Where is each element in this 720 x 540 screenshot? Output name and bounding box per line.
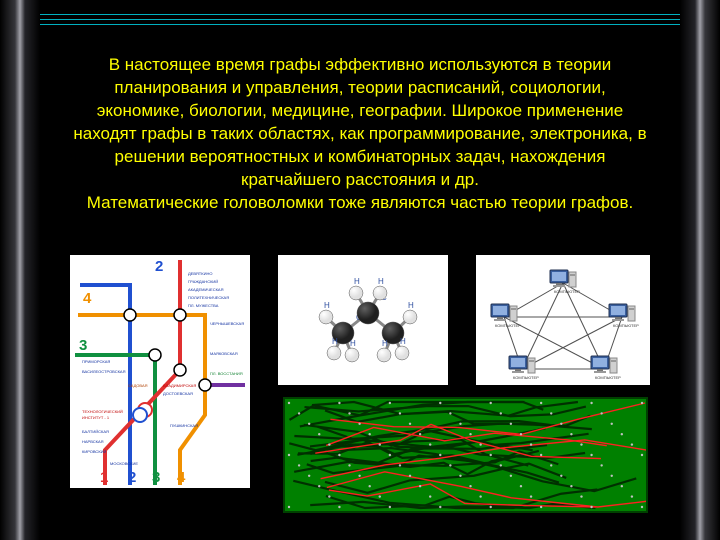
svg-text:ПЛ. ВОССТАНИЯ: ПЛ. ВОССТАНИЯ <box>210 371 243 376</box>
svg-text:H: H <box>408 301 414 310</box>
svg-text:ДЕВЯТКИНО: ДЕВЯТКИНО <box>188 271 212 276</box>
decorative-top-lines <box>40 14 680 28</box>
image-network: КОМПЬЮТЕР КОМПЬЮТЕР КОМПЬЮТЕР КОМПЬЮТЕР КОМП… <box>476 255 650 385</box>
svg-text:МАЯКОВСКАЯ: МАЯКОВСКАЯ <box>210 351 238 356</box>
svg-text:АКАДЕМИЧЕСКАЯ: АКАДЕМИЧЕСКАЯ <box>188 287 224 292</box>
svg-text:ПЛ. МУЖЕСТВА: ПЛ. МУЖЕСТВА <box>188 303 219 308</box>
svg-text:ДОСТОЕВСКАЯ: ДОСТОЕВСКАЯ <box>163 391 193 396</box>
svg-text:3: 3 <box>79 337 87 354</box>
svg-text:ИНСТИТУТ - 1: ИНСТИТУТ - 1 <box>82 415 110 420</box>
body-text: В настоящее время графы эффективно испол… <box>70 36 650 215</box>
svg-text:H: H <box>354 277 360 286</box>
body-text-content: В настоящее время графы эффективно испол… <box>73 55 646 212</box>
svg-text:КОМПЬЮТЕР: КОМПЬЮТЕР <box>595 375 621 380</box>
svg-text:ПРИМОРСКАЯ: ПРИМОРСКАЯ <box>82 359 110 364</box>
svg-text:ПОЛИТЕХНИЧЕСКАЯ: ПОЛИТЕХНИЧЕСКАЯ <box>188 295 229 300</box>
svg-text:2: 2 <box>128 469 136 486</box>
svg-text:4: 4 <box>177 469 186 486</box>
svg-text:H: H <box>324 301 330 310</box>
svg-text:H: H <box>400 337 406 346</box>
svg-text:H: H <box>332 337 338 346</box>
svg-text:МОСКОВСКИЕ: МОСКОВСКИЕ <box>110 461 138 466</box>
image-pcb <box>283 397 648 513</box>
svg-text:НАРВСКАЯ: НАРВСКАЯ <box>82 439 104 444</box>
svg-text:3: 3 <box>152 469 160 486</box>
svg-text:ТЕХНОЛОГИЧЕСКИЙ: ТЕХНОЛОГИЧЕСКИЙ <box>82 409 123 414</box>
svg-text:4: 4 <box>83 290 92 307</box>
svg-text:ВАСИЛЕОСТРОВСКАЯ: ВАСИЛЕОСТРОВСКАЯ <box>82 369 126 374</box>
svg-text:ПУШКИНСКАЯ: ПУШКИНСКАЯ <box>170 423 198 428</box>
svg-text:КОМПЬЮТЕР: КОМПЬЮТЕР <box>495 323 521 328</box>
svg-text:ВЛАДИМИРСКАЯ: ВЛАДИМИРСКАЯ <box>163 383 196 388</box>
svg-text:H: H <box>382 339 388 348</box>
image-molecule: CCCHHHHHHHH <box>278 255 448 385</box>
svg-text:САДОВАЯ: САДОВАЯ <box>128 383 148 388</box>
svg-text:КИРОВСКИЙ: КИРОВСКИЙ <box>82 449 107 454</box>
svg-text:H: H <box>378 277 384 286</box>
svg-text:КОМПЬЮТЕР: КОМПЬЮТЕР <box>613 323 639 328</box>
svg-text:2: 2 <box>155 258 163 275</box>
svg-text:ЧЕРНЫШЕВСКАЯ: ЧЕРНЫШЕВСКАЯ <box>210 321 244 326</box>
svg-text:КОМПЬЮТЕР: КОМПЬЮТЕР <box>513 375 539 380</box>
svg-text:КОМПЬЮТЕР: КОМПЬЮТЕР <box>554 289 580 294</box>
svg-text:БАЛТИЙСКАЯ: БАЛТИЙСКАЯ <box>82 429 109 434</box>
svg-text:ГРАЖДАНСКИЙ: ГРАЖДАНСКИЙ <box>188 279 218 284</box>
image-metro-map: 2 4 3 1 2 3 4 ДЕВЯТКИНО ГРАЖДАНСКИЙ АКАД… <box>70 255 250 488</box>
svg-text:H: H <box>350 339 356 348</box>
svg-text:1: 1 <box>100 469 108 486</box>
